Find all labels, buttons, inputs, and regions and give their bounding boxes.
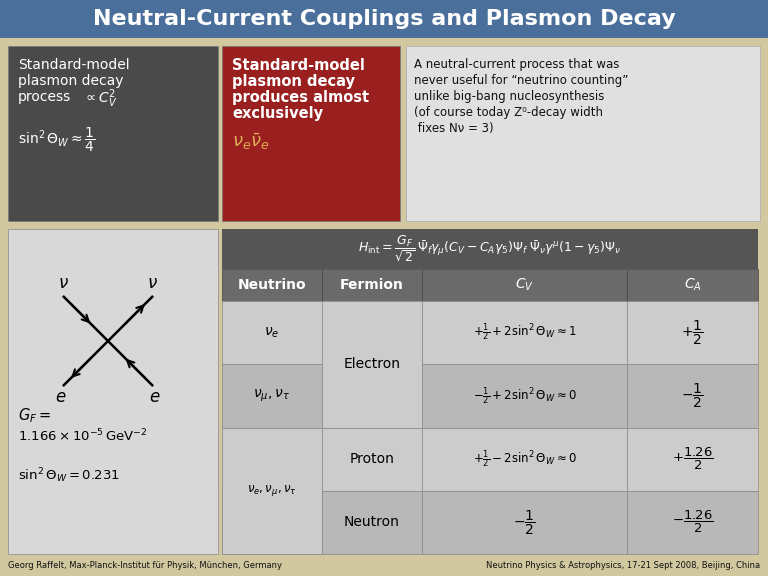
- Bar: [0, 0, 768, 38]
- Text: $-\dfrac{1.26}{2}$: $-\dfrac{1.26}{2}$: [671, 509, 713, 536]
- Text: fixes Nν = 3): fixes Nν = 3): [414, 122, 494, 135]
- Text: $\nu_\mu,\nu_\tau$: $\nu_\mu,\nu_\tau$: [253, 388, 290, 404]
- Text: produces almost: produces almost: [232, 90, 369, 105]
- Text: $-\dfrac{1}{2}$: $-\dfrac{1}{2}$: [513, 508, 536, 537]
- Text: $H_{\rm int} = \dfrac{G_F}{\sqrt{2}}\,\bar{\Psi}_f\gamma_\mu(C_V - C_A\gamma_5)\: $H_{\rm int} = \dfrac{G_F}{\sqrt{2}}\,\b…: [359, 234, 621, 264]
- Text: exclusively: exclusively: [232, 106, 323, 121]
- Bar: [627, 427, 758, 491]
- Text: Proton: Proton: [349, 452, 395, 466]
- Text: $-\dfrac{1}{2}$: $-\dfrac{1}{2}$: [681, 382, 703, 410]
- Bar: [222, 46, 400, 221]
- Text: never useful for “neutrino counting”: never useful for “neutrino counting”: [414, 74, 628, 87]
- Bar: [8, 229, 218, 554]
- Text: $\nu$: $\nu$: [58, 274, 69, 291]
- Text: $\sin^2 \Theta_W \approx \dfrac{1}{4}$: $\sin^2 \Theta_W \approx \dfrac{1}{4}$: [18, 126, 96, 154]
- Text: $1.166\times 10^{-5}\,\mathrm{GeV}^{-2}$: $1.166\times 10^{-5}\,\mathrm{GeV}^{-2}$: [18, 428, 147, 445]
- Bar: [222, 301, 322, 364]
- Text: Standard-model: Standard-model: [18, 58, 130, 72]
- Bar: [222, 427, 322, 491]
- Bar: [422, 364, 627, 427]
- Bar: [322, 427, 422, 491]
- Text: $+\dfrac{1}{2}$: $+\dfrac{1}{2}$: [681, 319, 703, 347]
- Text: Standard-model: Standard-model: [232, 58, 365, 73]
- Bar: [627, 364, 758, 427]
- Bar: [422, 491, 627, 554]
- Text: $-\frac{1}{2}+2\sin^2\Theta_W \approx 0$: $-\frac{1}{2}+2\sin^2\Theta_W \approx 0$: [472, 385, 577, 407]
- Bar: [222, 364, 322, 427]
- Text: $\nu$: $\nu$: [147, 274, 157, 291]
- Bar: [627, 301, 758, 364]
- Text: $\sin^2\Theta_W = 0.231$: $\sin^2\Theta_W = 0.231$: [18, 466, 120, 484]
- Bar: [422, 301, 627, 364]
- Bar: [322, 364, 422, 427]
- Bar: [222, 229, 758, 269]
- Bar: [627, 491, 758, 554]
- Text: unlike big-bang nucleosynthesis: unlike big-bang nucleosynthesis: [414, 90, 604, 103]
- Text: Fermion: Fermion: [340, 278, 404, 292]
- Bar: [222, 491, 322, 554]
- Bar: [322, 301, 422, 427]
- Text: $+\dfrac{1.26}{2}$: $+\dfrac{1.26}{2}$: [671, 446, 713, 472]
- Text: $G_F =$: $G_F =$: [18, 406, 51, 425]
- Text: $\nu_e$: $\nu_e$: [264, 325, 280, 340]
- Bar: [627, 269, 758, 301]
- Bar: [406, 46, 760, 221]
- Text: Neutral-Current Couplings and Plasmon Decay: Neutral-Current Couplings and Plasmon De…: [93, 9, 675, 29]
- Text: $C_V$: $C_V$: [515, 277, 534, 293]
- Bar: [422, 427, 627, 491]
- Text: Electron: Electron: [343, 357, 400, 372]
- Bar: [8, 46, 218, 221]
- Text: (of course today Z⁰-decay width: (of course today Z⁰-decay width: [414, 106, 603, 119]
- Bar: [322, 301, 422, 364]
- Text: Neutrino: Neutrino: [237, 278, 306, 292]
- Text: $+\frac{1}{2}-2\sin^2\Theta_W \approx 0$: $+\frac{1}{2}-2\sin^2\Theta_W \approx 0$: [472, 448, 577, 470]
- Text: Neutrino Physics & Astrophysics, 17-21 Sept 2008, Beijing, China: Neutrino Physics & Astrophysics, 17-21 S…: [486, 562, 760, 570]
- Text: $e$: $e$: [149, 388, 161, 406]
- Text: process: process: [18, 90, 71, 104]
- Text: $e$: $e$: [55, 388, 67, 406]
- Bar: [222, 269, 322, 301]
- Bar: [322, 269, 422, 301]
- Text: Georg Raffelt, Max-Planck-Institut für Physik, München, Germany: Georg Raffelt, Max-Planck-Institut für P…: [8, 562, 282, 570]
- Text: plasmon decay: plasmon decay: [232, 74, 355, 89]
- Bar: [322, 491, 422, 554]
- Text: plasmon decay: plasmon decay: [18, 74, 124, 88]
- Text: $\propto C_V^2$: $\propto C_V^2$: [83, 87, 118, 109]
- Bar: [422, 269, 627, 301]
- Text: $\nu_e,\nu_\mu,\nu_\tau$: $\nu_e,\nu_\mu,\nu_\tau$: [247, 483, 297, 498]
- Text: $C_A$: $C_A$: [684, 277, 701, 293]
- Text: Neutron: Neutron: [344, 516, 400, 529]
- Text: $+\frac{1}{2}+2\sin^2\Theta_W \approx 1$: $+\frac{1}{2}+2\sin^2\Theta_W \approx 1$: [473, 322, 576, 343]
- Bar: [222, 427, 322, 554]
- Text: A neutral-current process that was: A neutral-current process that was: [414, 58, 619, 71]
- Text: $\nu_e\bar{\nu}_e$: $\nu_e\bar{\nu}_e$: [232, 131, 270, 151]
